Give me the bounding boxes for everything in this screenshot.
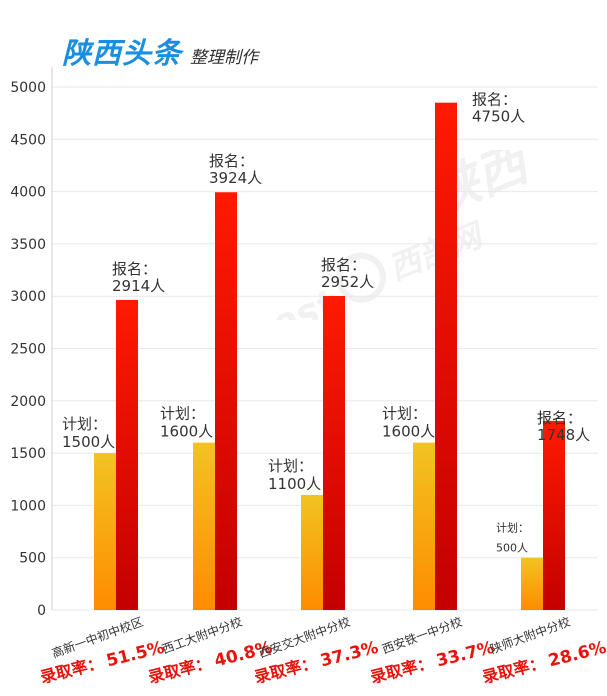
brand-logo: 陕西头条 [62,36,183,70]
apply-label-title: 报名： [209,152,254,170]
plan-label-value: 500人 [496,542,528,555]
y-axis: 0 500 1000 1500 2000 2500 3000 3500 4000 4500 5000 [10,67,53,619]
apply-label-value: 2914人 [112,277,165,295]
plan-label-title: 计划： [268,457,313,475]
bar-plan [301,494,323,610]
y-tick-label: 4000 [10,185,46,201]
rate-prefix: 录取率： [38,653,105,687]
plan-label-title: 计划： [160,405,205,423]
apply-label-title: 报名： [472,91,517,109]
apply-label-value: 3924人 [209,169,262,187]
y-tick-label: 1000 [10,498,46,514]
rate-value: 37.3% [318,638,380,672]
apply-label-title: 报名： [112,260,157,278]
plan-label-value: 1100人 [268,475,321,493]
bars [94,102,565,610]
bar-apply [323,295,345,610]
y-tick-label: 3000 [10,289,46,305]
y-tick-label: 500 [19,551,46,567]
plan-label-value: 1500人 [62,433,115,451]
y-tick-label: 0 [37,603,46,619]
bar-plan [413,442,435,610]
bar-apply [215,192,237,610]
apply-label-value: 4750人 [472,108,525,126]
bar-plan [193,442,215,610]
y-tick-label: 2500 [10,342,46,358]
brand-header: 陕西头条 整理制作 [62,30,258,72]
brand-subtitle: 整理制作 [190,48,259,68]
y-tick-label: 3500 [10,237,46,253]
y-tick-label: 5000 [10,80,46,96]
y-tick-label: 2000 [10,394,46,410]
apply-label-title: 报名： [537,409,582,427]
y-tick-label: 4500 [10,132,46,148]
rate-value: 28.6% [546,638,607,672]
rate-prefix: 录取率： [368,653,435,687]
plan-label-title: 计划： [62,415,107,433]
watermark-ring [336,252,387,303]
apply-label-value: 1748人 [537,426,590,444]
apply-label-title: 报名： [321,256,366,274]
bar-apply [435,102,457,610]
plan-label-title: 计划： [382,405,427,423]
apply-label-value: 2952人 [321,273,374,291]
plan-label-value: 1600人 [382,423,435,441]
bar-apply [116,299,138,610]
bar-plan [94,453,116,610]
bar-plan [521,557,543,610]
y-tick-label: 1500 [10,446,46,462]
data-labels: 计划：1500人报名：2914人计划：1600人报名：3924人计划：1100人… [62,91,590,555]
plan-label-value: 1600人 [160,423,213,441]
bar-apply [543,420,565,610]
plan-label-title: 计划： [496,522,529,535]
